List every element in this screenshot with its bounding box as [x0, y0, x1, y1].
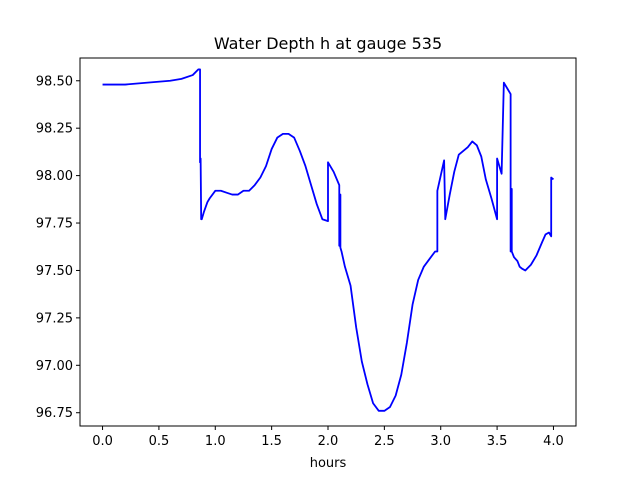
y-tick-label: 97.00	[36, 359, 73, 374]
x-tick-label: 1.0	[205, 434, 226, 449]
series-line-0	[102, 68, 555, 412]
y-tick-label: 98.00	[36, 169, 73, 184]
x-tick-label: 0.0	[92, 434, 113, 449]
x-tick-label: 1.5	[261, 434, 282, 449]
y-tick-label: 97.50	[36, 264, 73, 279]
y-tick-label: 98.25	[36, 122, 73, 137]
x-tick-label: 0.5	[149, 434, 170, 449]
y-tick-label: 98.50	[36, 74, 73, 89]
x-axis-label: hours	[310, 456, 347, 471]
y-axis-ticks: 96.75 97.00 97.25 97.50 97.75 98.00 98.25 98.50	[36, 74, 80, 421]
y-tick-label: 96.75	[36, 406, 73, 421]
chart-title: Water Depth h at gauge 535	[214, 34, 442, 53]
x-tick-label: 2.0	[318, 434, 339, 449]
x-tick-label: 3.0	[430, 434, 451, 449]
x-tick-label: 3.5	[487, 434, 508, 449]
y-tick-label: 97.25	[36, 311, 73, 326]
y-tick-label: 97.75	[36, 217, 73, 232]
x-axis-ticks: 0.0 0.5 1.0 1.5 2.0 2.5 3.0 3.5 4.0	[92, 426, 564, 449]
x-tick-label: 2.5	[374, 434, 395, 449]
x-tick-label: 4.0	[543, 434, 564, 449]
axes-frame	[79, 57, 577, 427]
plot-area	[102, 68, 555, 412]
